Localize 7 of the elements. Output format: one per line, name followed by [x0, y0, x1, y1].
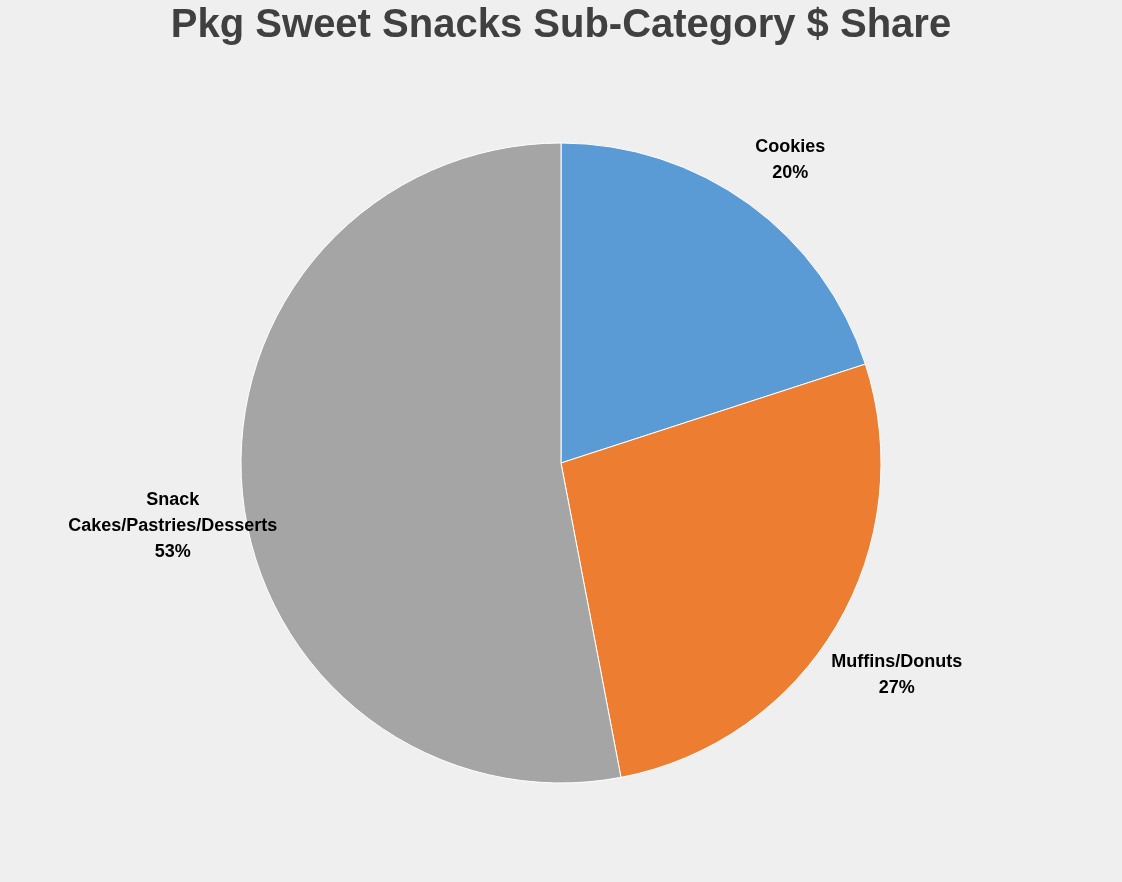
chart-title: Pkg Sweet Snacks Sub-Category $ Share: [170, 1, 952, 45]
data-label: 53%: [154, 540, 191, 561]
data-label: 20%: [772, 162, 809, 183]
data-label: 27%: [878, 676, 915, 697]
slice-label: Muffins/Donuts: [831, 650, 963, 671]
slice-label: Snack Cakes/Pastries/Desserts: [68, 488, 278, 535]
slice-label: Cookies: [755, 136, 826, 157]
